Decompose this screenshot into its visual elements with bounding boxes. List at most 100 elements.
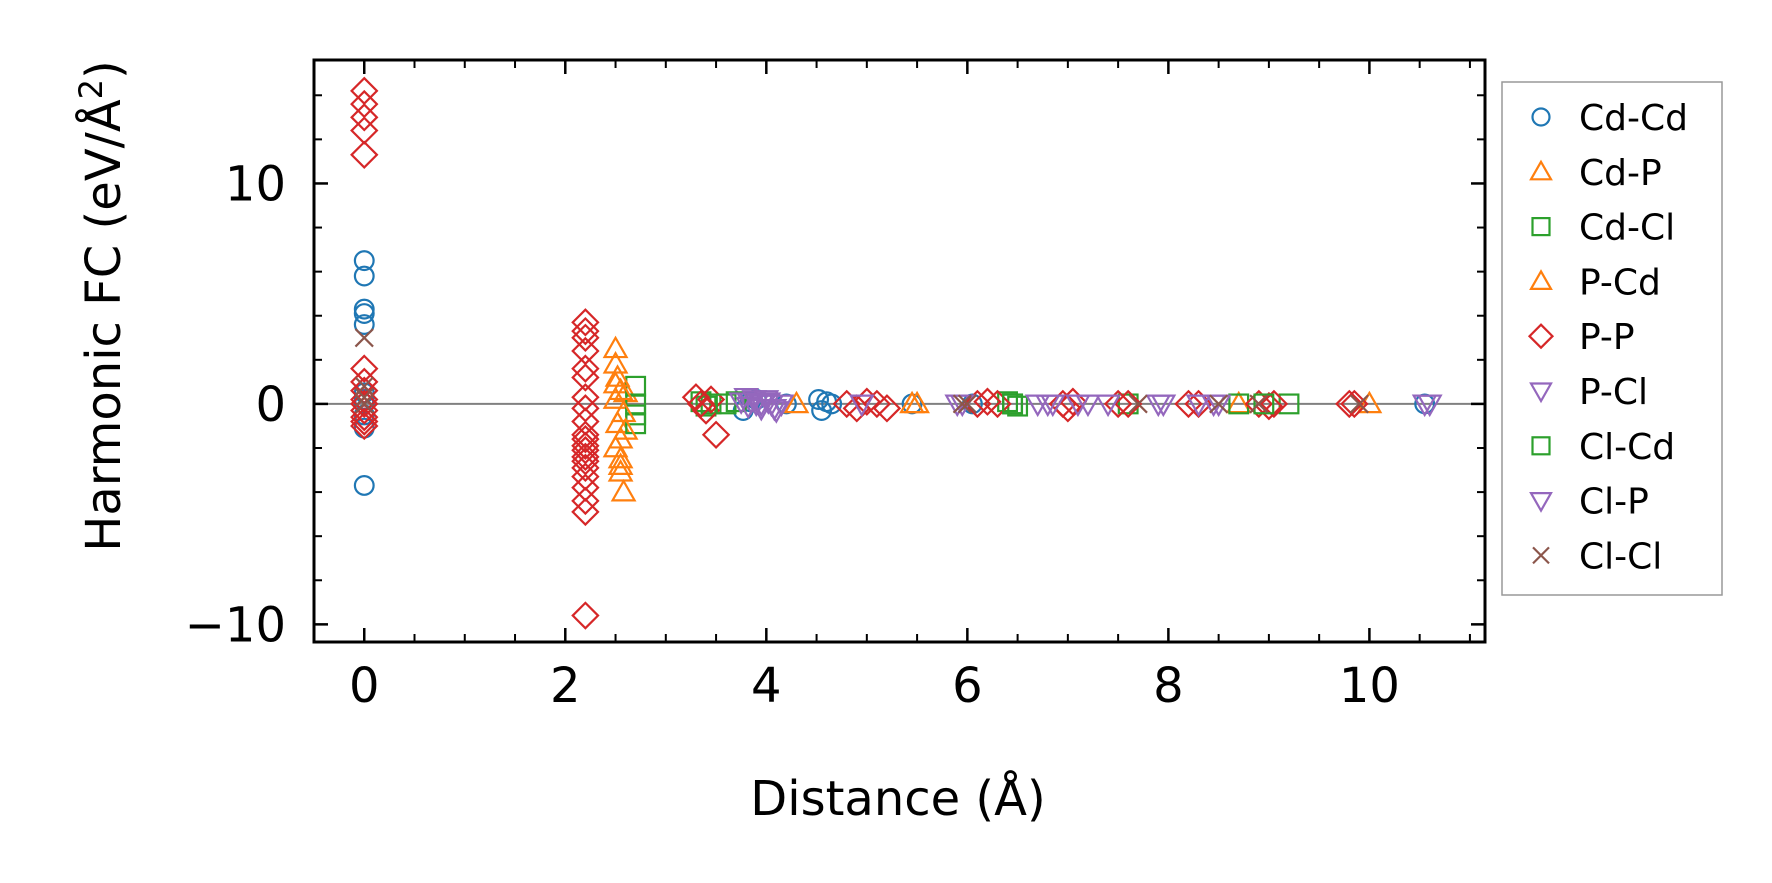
point-p-p xyxy=(686,389,716,419)
point-cd-p xyxy=(602,335,629,359)
point-cl-p xyxy=(728,392,755,415)
point-cl-cl xyxy=(957,394,977,414)
legend-label-cd-p: Cd-P xyxy=(1579,153,1662,194)
y-tick-label: 10 xyxy=(225,156,286,212)
point-cd-p xyxy=(607,445,634,469)
y-axis-label: Harmonic FC (eV/Å2) xyxy=(72,60,132,552)
plot-frame xyxy=(312,58,1487,644)
point-cl-cd xyxy=(1253,393,1275,415)
legend-label-p-cd: P-Cd xyxy=(1579,262,1661,303)
point-cd-cl xyxy=(625,393,647,415)
legend-marker-cd-cl xyxy=(1531,217,1551,237)
point-p-p xyxy=(701,420,731,449)
point-cd-cd xyxy=(353,250,375,272)
point-p-p xyxy=(862,389,892,419)
point-cd-p xyxy=(1356,390,1383,414)
point-cl-cl xyxy=(1249,394,1269,414)
point-cl-cd xyxy=(1002,393,1024,415)
point-p-p xyxy=(872,394,902,423)
point-p-p xyxy=(691,396,721,425)
point-p-p xyxy=(350,389,379,419)
point-p-p xyxy=(1244,389,1274,419)
point-p-p xyxy=(571,407,600,436)
point-cl-cl xyxy=(354,387,374,407)
point-p-p xyxy=(963,389,992,419)
point-cl-p xyxy=(1075,394,1101,418)
y-axis-label-superscript: 2 xyxy=(72,79,110,99)
point-p-p xyxy=(983,389,1012,419)
x-tick-label: 6 xyxy=(952,658,983,714)
point-p-p xyxy=(571,447,600,476)
legend-marker-cd-cd xyxy=(1531,107,1551,127)
point-p-cd xyxy=(607,377,634,401)
legend-marker-cl-cl xyxy=(1532,546,1550,565)
point-p-p xyxy=(1103,389,1133,419)
point-cl-p xyxy=(741,390,768,413)
point-cl-cl xyxy=(1209,394,1229,414)
x-axis-ticks: 0 2 4 6 8 10 xyxy=(349,60,1471,714)
legend-label-cl-cl: Cl-Cl xyxy=(1579,536,1662,577)
point-p-p xyxy=(571,497,600,527)
point-p-p xyxy=(571,453,600,483)
legend-marker-p-cl xyxy=(1529,382,1553,404)
point-cd-cd xyxy=(821,393,843,415)
point-cd-p xyxy=(607,459,634,482)
legend: Cd-Cd Cd-P Cd-Cl P-Cd P-P P-Cl Cl-Cd Cl-P Cl-Cl xyxy=(1501,81,1723,596)
point-cd-cd xyxy=(353,303,375,324)
legend-label-cd-cd: Cd-Cd xyxy=(1579,98,1688,139)
point-cd-cl xyxy=(625,413,647,435)
point-p-p xyxy=(571,462,600,491)
point-p-cd xyxy=(612,417,639,440)
point-cd-cd xyxy=(808,389,830,410)
y-axis-ticks: −10 0 10 xyxy=(185,94,1485,653)
point-p-p xyxy=(571,323,600,352)
point-p-p xyxy=(571,383,600,412)
legend-items: Cd-Cd Cd-P Cd-Cl P-Cd P-P P-Cl Cl-Cd Cl-P Cl-Cl xyxy=(1527,98,1688,577)
y-tick-label: 0 xyxy=(255,377,286,433)
point-cl-p xyxy=(768,394,795,418)
point-p-p xyxy=(571,316,600,346)
point-p-p xyxy=(571,354,600,383)
legend-marker-cl-p xyxy=(1529,492,1553,513)
point-cd-cd xyxy=(353,475,375,496)
y-tick-label: −10 xyxy=(185,597,286,653)
x-tick-label: 0 xyxy=(349,658,380,714)
point-p-p xyxy=(1058,387,1088,416)
point-p-p xyxy=(350,140,379,170)
point-cd-cl xyxy=(1228,393,1250,415)
legend-label-p-p: P-P xyxy=(1579,317,1635,358)
legend-label-cl-p: Cl-P xyxy=(1579,482,1649,523)
point-cd-cd xyxy=(353,314,375,335)
legend-label-cl-cd: Cl-Cd xyxy=(1579,427,1675,468)
point-cd-p xyxy=(610,478,637,502)
point-cd-cd xyxy=(353,265,375,287)
point-p-p xyxy=(852,387,882,416)
point-p-p xyxy=(571,363,600,392)
legend-label-cd-cl: Cd-Cl xyxy=(1579,208,1675,249)
point-p-cl xyxy=(848,394,875,418)
legend-marker-cd-p xyxy=(1529,159,1553,181)
point-p-p xyxy=(571,442,600,472)
point-p-p xyxy=(350,354,379,383)
point-cl-p xyxy=(1039,394,1066,418)
x-tick-label: 10 xyxy=(1339,658,1400,714)
point-cl-p xyxy=(1145,394,1172,418)
point-cl-cl xyxy=(952,394,972,414)
legend-label-p-cl: P-Cl xyxy=(1579,372,1648,413)
point-cl-cl xyxy=(1349,394,1369,414)
point-p-cd xyxy=(602,434,629,458)
point-cd-p xyxy=(904,390,930,414)
point-p-cl xyxy=(1185,394,1212,418)
point-p-p xyxy=(350,407,379,436)
point-cl-p xyxy=(761,398,788,422)
legend-marker-cl-cd xyxy=(1531,436,1551,456)
point-cl-cl xyxy=(1128,394,1148,414)
point-p-p xyxy=(571,424,600,454)
point-p-p xyxy=(973,387,1002,416)
point-p-p xyxy=(350,103,379,132)
y-axis-label-main: Harmonic FC (eV/Å xyxy=(75,99,132,552)
point-p-p xyxy=(571,486,600,516)
point-cl-cl xyxy=(354,328,374,348)
x-tick-label: 2 xyxy=(550,658,581,714)
point-cd-p xyxy=(783,390,810,414)
